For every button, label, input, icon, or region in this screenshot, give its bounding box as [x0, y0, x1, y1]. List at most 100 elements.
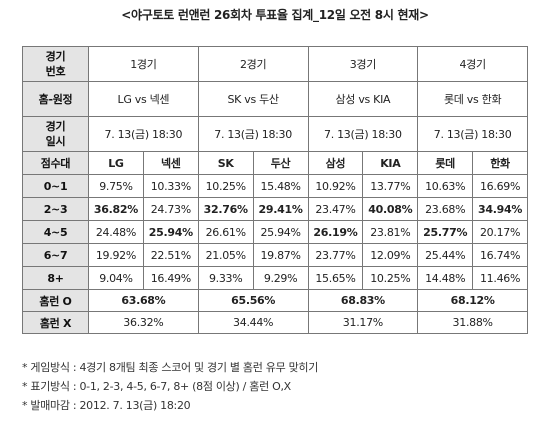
vote-rate-cell: 10.92%: [307, 174, 364, 198]
score-band-row: 8+ 9.04% 16.49% 9.33% 9.29% 15.65% 10.25% 14.48…: [22, 266, 528, 290]
vote-rate-cell: 13.77%: [362, 174, 419, 198]
vote-rate-cell: 34.94%: [472, 197, 528, 221]
game-label-2: 2경기: [197, 46, 309, 82]
vote-rate-cell: 9.04%: [88, 266, 144, 290]
vote-rate-cell: 21.05%: [197, 243, 254, 267]
vote-rate-cell: 9.75%: [88, 174, 144, 198]
game-number-row: 경기 번호 1경기 2경기 3경기 4경기: [22, 46, 528, 82]
vote-rate-cell: 9.33%: [197, 266, 254, 290]
vote-rate-cell: 11.46%: [472, 266, 528, 290]
homerun-x-header: 홈런 X: [22, 311, 89, 334]
note-game-method: * 게임방식 : 4경기 8개팀 최종 스코어 및 경기 별 홈런 유무 맞히기: [22, 361, 319, 374]
page-title: <야구토토 런앤런 26회차 투표율 집계_12일 오전 8시 현재>: [121, 8, 429, 22]
matchup-4: 롯데 vs 한화: [417, 81, 528, 117]
homerun-x-value-1: 36.32%: [88, 311, 199, 334]
homerun-x-value-2: 34.44%: [197, 311, 309, 334]
vote-rate-cell: 14.48%: [417, 266, 474, 290]
score-band-header: 점수대: [22, 151, 89, 175]
game-number-header-line1: 경기: [45, 50, 66, 63]
vote-rate-cell: 23.81%: [362, 220, 419, 244]
vote-rate-cell: 16.69%: [472, 174, 528, 198]
score-band-label: 0~1: [22, 174, 89, 198]
vote-rate-cell: 10.33%: [142, 174, 199, 198]
vote-rate-cell: 25.44%: [417, 243, 474, 267]
vote-rate-cell: 9.29%: [252, 266, 309, 290]
vote-rate-cell: 25.77%: [417, 220, 474, 244]
game-label-4: 4경기: [417, 46, 528, 82]
notes: * 게임방식 : 4경기 8개팀 최종 스코어 및 경기 별 홈런 유무 맞히기…: [22, 358, 528, 415]
vote-rate-cell: 40.08%: [362, 197, 419, 221]
homerun-o-value-4: 68.12%: [417, 289, 528, 312]
game-datetime-1: 7. 13(금) 18:30: [88, 116, 199, 152]
team-name: SK: [197, 151, 254, 175]
vote-rate-cell: 29.41%: [252, 197, 309, 221]
team-name: 삼성: [307, 151, 364, 175]
vote-rate-cell: 20.17%: [472, 220, 528, 244]
score-band-row: 2~3 36.82% 24.73% 32.76% 29.41% 23.47% 40.08% 2…: [22, 197, 528, 221]
vote-rate-cell: 15.48%: [252, 174, 309, 198]
game-number-header-line2: 번호: [45, 65, 66, 78]
game-time-header-line1: 경기: [45, 120, 66, 133]
homerun-o-value-2: 65.56%: [197, 289, 309, 312]
vote-rate-cell: 16.74%: [472, 243, 528, 267]
team-name: KIA: [362, 151, 419, 175]
vote-rate-cell: 36.82%: [88, 197, 144, 221]
matchup-3: 삼성 vs KIA: [307, 81, 419, 117]
score-band-label: 2~3: [22, 197, 89, 221]
game-number-header: 경기 번호: [22, 46, 89, 82]
vote-rate-cell: 23.68%: [417, 197, 474, 221]
team-name: 롯데: [417, 151, 474, 175]
vote-rate-cell: 24.73%: [142, 197, 199, 221]
vote-rate-table: 경기 번호 1경기 2경기 3경기 4경기 홈-원정 LG vs 넥센 SK v…: [22, 46, 528, 334]
vote-rate-cell: 25.94%: [142, 220, 199, 244]
score-band-row: 4~5 24.48% 25.94% 26.61% 25.94% 26.19% 23.81% 2…: [22, 220, 528, 244]
vote-rate-cell: 23.77%: [307, 243, 364, 267]
team-name: 넥센: [142, 151, 199, 175]
vote-rate-cell: 15.65%: [307, 266, 364, 290]
vote-rate-cell: 19.92%: [88, 243, 144, 267]
vote-rate-cell: 10.25%: [197, 174, 254, 198]
homerun-o-header: 홈런 O: [22, 289, 89, 312]
homerun-x-value-4: 31.88%: [417, 311, 528, 334]
matchup-1: LG vs 넥센: [88, 81, 199, 117]
homerun-o-value-1: 63.68%: [88, 289, 199, 312]
home-away-row: 홈-원정 LG vs 넥센 SK vs 두산 삼성 vs KIA 롯데 vs 한…: [22, 81, 528, 117]
matchup-2: SK vs 두산: [197, 81, 309, 117]
game-time-header-line2: 일시: [45, 135, 66, 148]
vote-rate-cell: 26.61%: [197, 220, 254, 244]
vote-rate-cell: 16.49%: [142, 266, 199, 290]
team-name: 두산: [252, 151, 309, 175]
game-time-header: 경기 일시: [22, 116, 89, 152]
game-time-row: 경기 일시 7. 13(금) 18:30 7. 13(금) 18:30 7. 1…: [22, 116, 528, 152]
vote-rate-cell: 22.51%: [142, 243, 199, 267]
vote-rate-cell: 26.19%: [307, 220, 364, 244]
score-band-label: 8+: [22, 266, 89, 290]
score-band-row: 6~7 19.92% 22.51% 21.05% 19.87% 23.77% 12.09% 2…: [22, 243, 528, 267]
team-row: 점수대 LG 넥센 SK 두산 삼성 KIA 롯데 한화: [22, 151, 528, 175]
home-away-header: 홈-원정: [22, 81, 89, 117]
vote-rate-cell: 24.48%: [88, 220, 144, 244]
vote-rate-cell: 23.47%: [307, 197, 364, 221]
vote-rate-cell: 32.76%: [197, 197, 254, 221]
homerun-o-value-3: 68.83%: [307, 289, 419, 312]
vote-rate-cell: 10.25%: [362, 266, 419, 290]
vote-rate-cell: 10.63%: [417, 174, 474, 198]
game-datetime-3: 7. 13(금) 18:30: [307, 116, 419, 152]
score-band-label: 6~7: [22, 243, 89, 267]
vote-rate-cell: 12.09%: [362, 243, 419, 267]
score-band-label: 4~5: [22, 220, 89, 244]
game-datetime-4: 7. 13(금) 18:30: [417, 116, 528, 152]
team-name: 한화: [472, 151, 528, 175]
homerun-x-row: 홈런 X 36.32% 34.44% 31.17% 31.88%: [22, 311, 528, 334]
note-notation: * 표기방식 : 0-1, 2-3, 4-5, 6-7, 8+ (8점 이상) …: [22, 380, 291, 393]
game-label-1: 1경기: [88, 46, 199, 82]
vote-rate-cell: 25.94%: [252, 220, 309, 244]
homerun-x-value-3: 31.17%: [307, 311, 419, 334]
homerun-o-row: 홈런 O 63.68% 65.56% 68.83% 68.12%: [22, 289, 528, 312]
vote-rate-cell: 19.87%: [252, 243, 309, 267]
score-band-row: 0~1 9.75% 10.33% 10.25% 15.48% 10.92% 13.77% 10…: [22, 174, 528, 198]
team-name: LG: [88, 151, 144, 175]
game-datetime-2: 7. 13(금) 18:30: [197, 116, 309, 152]
game-label-3: 3경기: [307, 46, 419, 82]
note-deadline: * 발매마감 : 2012. 7. 13(금) 18:20: [22, 399, 191, 412]
